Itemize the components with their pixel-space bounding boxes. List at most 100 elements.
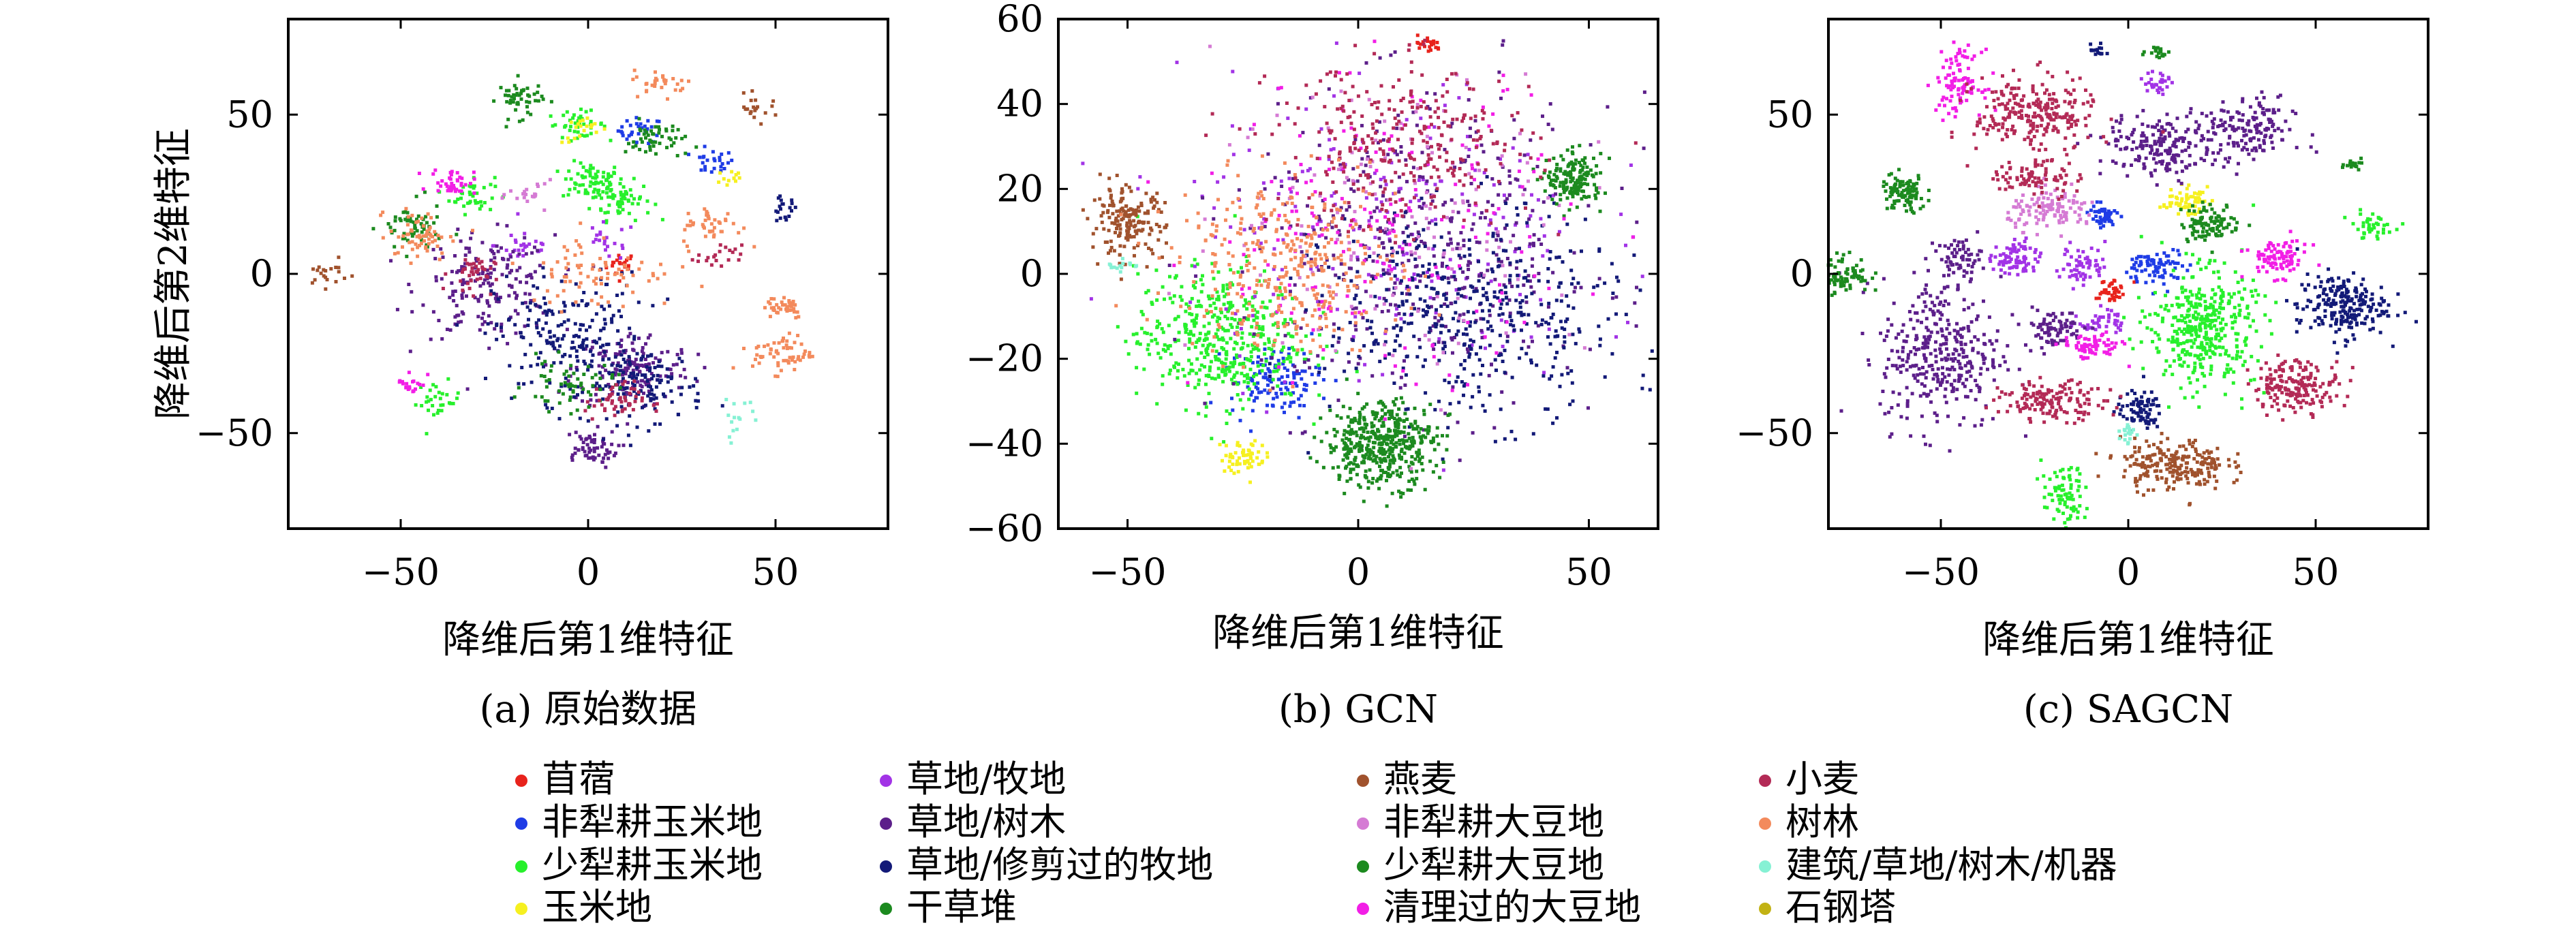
scatter-point [1360, 114, 1364, 118]
scatter-point [631, 381, 634, 385]
scatter-point [1134, 211, 1138, 215]
scatter-point [440, 179, 444, 183]
scatter-point [1388, 239, 1392, 243]
scatter-point [1405, 226, 1409, 230]
scatter-point [1242, 341, 1245, 345]
scatter-point [561, 392, 565, 396]
scatter-point [563, 125, 567, 129]
scatter-point [733, 416, 736, 420]
scatter-point [581, 183, 585, 187]
scatter-point [1353, 324, 1358, 328]
scatter-point [626, 366, 630, 370]
scatter-point [1469, 347, 1473, 351]
scatter-point [500, 272, 504, 277]
scatter-point [680, 360, 684, 364]
scatter-point [1303, 369, 1307, 373]
scatter-point [453, 322, 457, 326]
scatter-point [576, 122, 580, 126]
scatter-point [1441, 351, 1445, 355]
scatter-point [568, 187, 572, 191]
scatter-point [562, 193, 566, 198]
scatter-point [1393, 274, 1397, 278]
scatter-point [595, 381, 599, 386]
scatter-point [1422, 428, 1426, 432]
scatter-point [1524, 352, 1529, 356]
scatter-point [1137, 228, 1141, 232]
scatter-point [1387, 475, 1392, 478]
scatter-point [521, 301, 525, 305]
scatter-point [647, 384, 650, 388]
scatter-point [1251, 390, 1254, 394]
scatter-point [1324, 236, 1328, 240]
scatter-point [1437, 47, 1441, 51]
scatter-point [1504, 249, 1508, 253]
scatter-point [1263, 269, 1266, 273]
scatter-point [1238, 317, 1242, 322]
scatter-point [1319, 416, 1323, 420]
scatter-point [1508, 311, 1512, 315]
scatter-point [1422, 412, 1426, 416]
scatter-point [1250, 223, 1253, 228]
scatter-point [586, 419, 590, 423]
scatter-point [697, 253, 701, 257]
scatter-point [1194, 274, 1198, 278]
scatter-point [1358, 416, 1362, 419]
scatter-point [1391, 354, 1395, 358]
scatter-point [792, 307, 796, 311]
scatter-point [489, 292, 493, 296]
scatter-point [1409, 422, 1413, 426]
scatter-point [1348, 114, 1352, 119]
scatter-point [601, 175, 605, 179]
scatter-point [565, 110, 569, 114]
scatter-point [1239, 347, 1243, 351]
scatter-point [1442, 120, 1446, 124]
scatter-point [1139, 326, 1144, 330]
scatter-point [506, 341, 510, 345]
scatter-point [589, 180, 593, 184]
scatter-point [1292, 376, 1296, 380]
scatter-point [1263, 305, 1267, 309]
scatter-point [1412, 272, 1416, 276]
scatter-point [676, 127, 680, 131]
scatter-point [596, 181, 600, 185]
scatter-point [1592, 285, 1596, 290]
scatter-point [1505, 334, 1509, 339]
scatter-point [646, 394, 650, 398]
scatter-point [1401, 369, 1405, 373]
scatter-point [1490, 177, 1494, 181]
scatter-point [1417, 452, 1422, 456]
scatter-point [622, 358, 626, 361]
scatter-point [1377, 253, 1381, 258]
scatter-point [738, 417, 742, 421]
scatter-point [1429, 40, 1433, 44]
scatter-point [1235, 463, 1239, 467]
scatter-point [662, 392, 665, 396]
scatter-point [1529, 335, 1533, 339]
scatter-point [600, 375, 604, 379]
scatter-point [619, 405, 624, 409]
scatter-point [1559, 181, 1563, 185]
scatter-point [1404, 407, 1408, 411]
scatter-point [1329, 309, 1333, 313]
scatter-point [1320, 294, 1324, 298]
scatter-point [1482, 111, 1486, 115]
scatter-point [637, 300, 641, 305]
scatter-point [1516, 284, 1520, 288]
scatter-point [1339, 121, 1343, 125]
scatter-point [1569, 189, 1573, 193]
scatter-point [516, 102, 520, 106]
scatter-point [418, 383, 422, 386]
scatter-point [634, 116, 639, 120]
scatter-point [1434, 217, 1437, 221]
scatter-point [589, 163, 593, 168]
scatter-point [1488, 343, 1492, 347]
scatter-point [626, 422, 630, 426]
scatter-point [1301, 131, 1305, 135]
scatter-point [1201, 249, 1205, 253]
scatter-point [573, 121, 577, 125]
scatter-point [1499, 407, 1503, 411]
scatter-point [1593, 183, 1597, 187]
scatter-point [1399, 491, 1402, 495]
scatter-point [1407, 286, 1411, 290]
scatter-point [1382, 302, 1386, 306]
